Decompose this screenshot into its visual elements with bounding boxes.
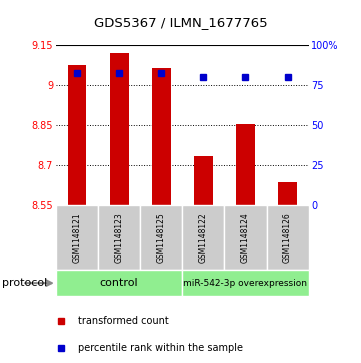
Text: percentile rank within the sample: percentile rank within the sample (78, 343, 243, 353)
Bar (266, 205, 309, 270)
Text: GDS5367 / ILMN_1677765: GDS5367 / ILMN_1677765 (94, 16, 267, 29)
Bar (152, 68, 171, 205)
Bar (98, 205, 140, 270)
Text: GSM1148124: GSM1148124 (241, 212, 250, 263)
Bar (278, 183, 297, 205)
Text: miR-542-3p overexpression: miR-542-3p overexpression (183, 279, 308, 287)
Bar (110, 53, 129, 205)
Bar (182, 205, 225, 270)
Text: GSM1148122: GSM1148122 (199, 212, 208, 263)
Text: GSM1148125: GSM1148125 (157, 212, 166, 263)
Bar (56, 205, 98, 270)
Bar (56, 270, 182, 296)
Bar (140, 205, 182, 270)
Bar (182, 270, 309, 296)
Text: control: control (100, 278, 138, 288)
Text: protocol: protocol (2, 278, 47, 288)
Text: transformed count: transformed count (78, 317, 169, 326)
Bar (194, 156, 213, 205)
Bar (68, 65, 87, 205)
Text: GSM1148121: GSM1148121 (73, 212, 82, 263)
Text: GSM1148123: GSM1148123 (115, 212, 123, 263)
Bar (236, 124, 255, 205)
Text: GSM1148126: GSM1148126 (283, 212, 292, 263)
Bar (225, 205, 266, 270)
